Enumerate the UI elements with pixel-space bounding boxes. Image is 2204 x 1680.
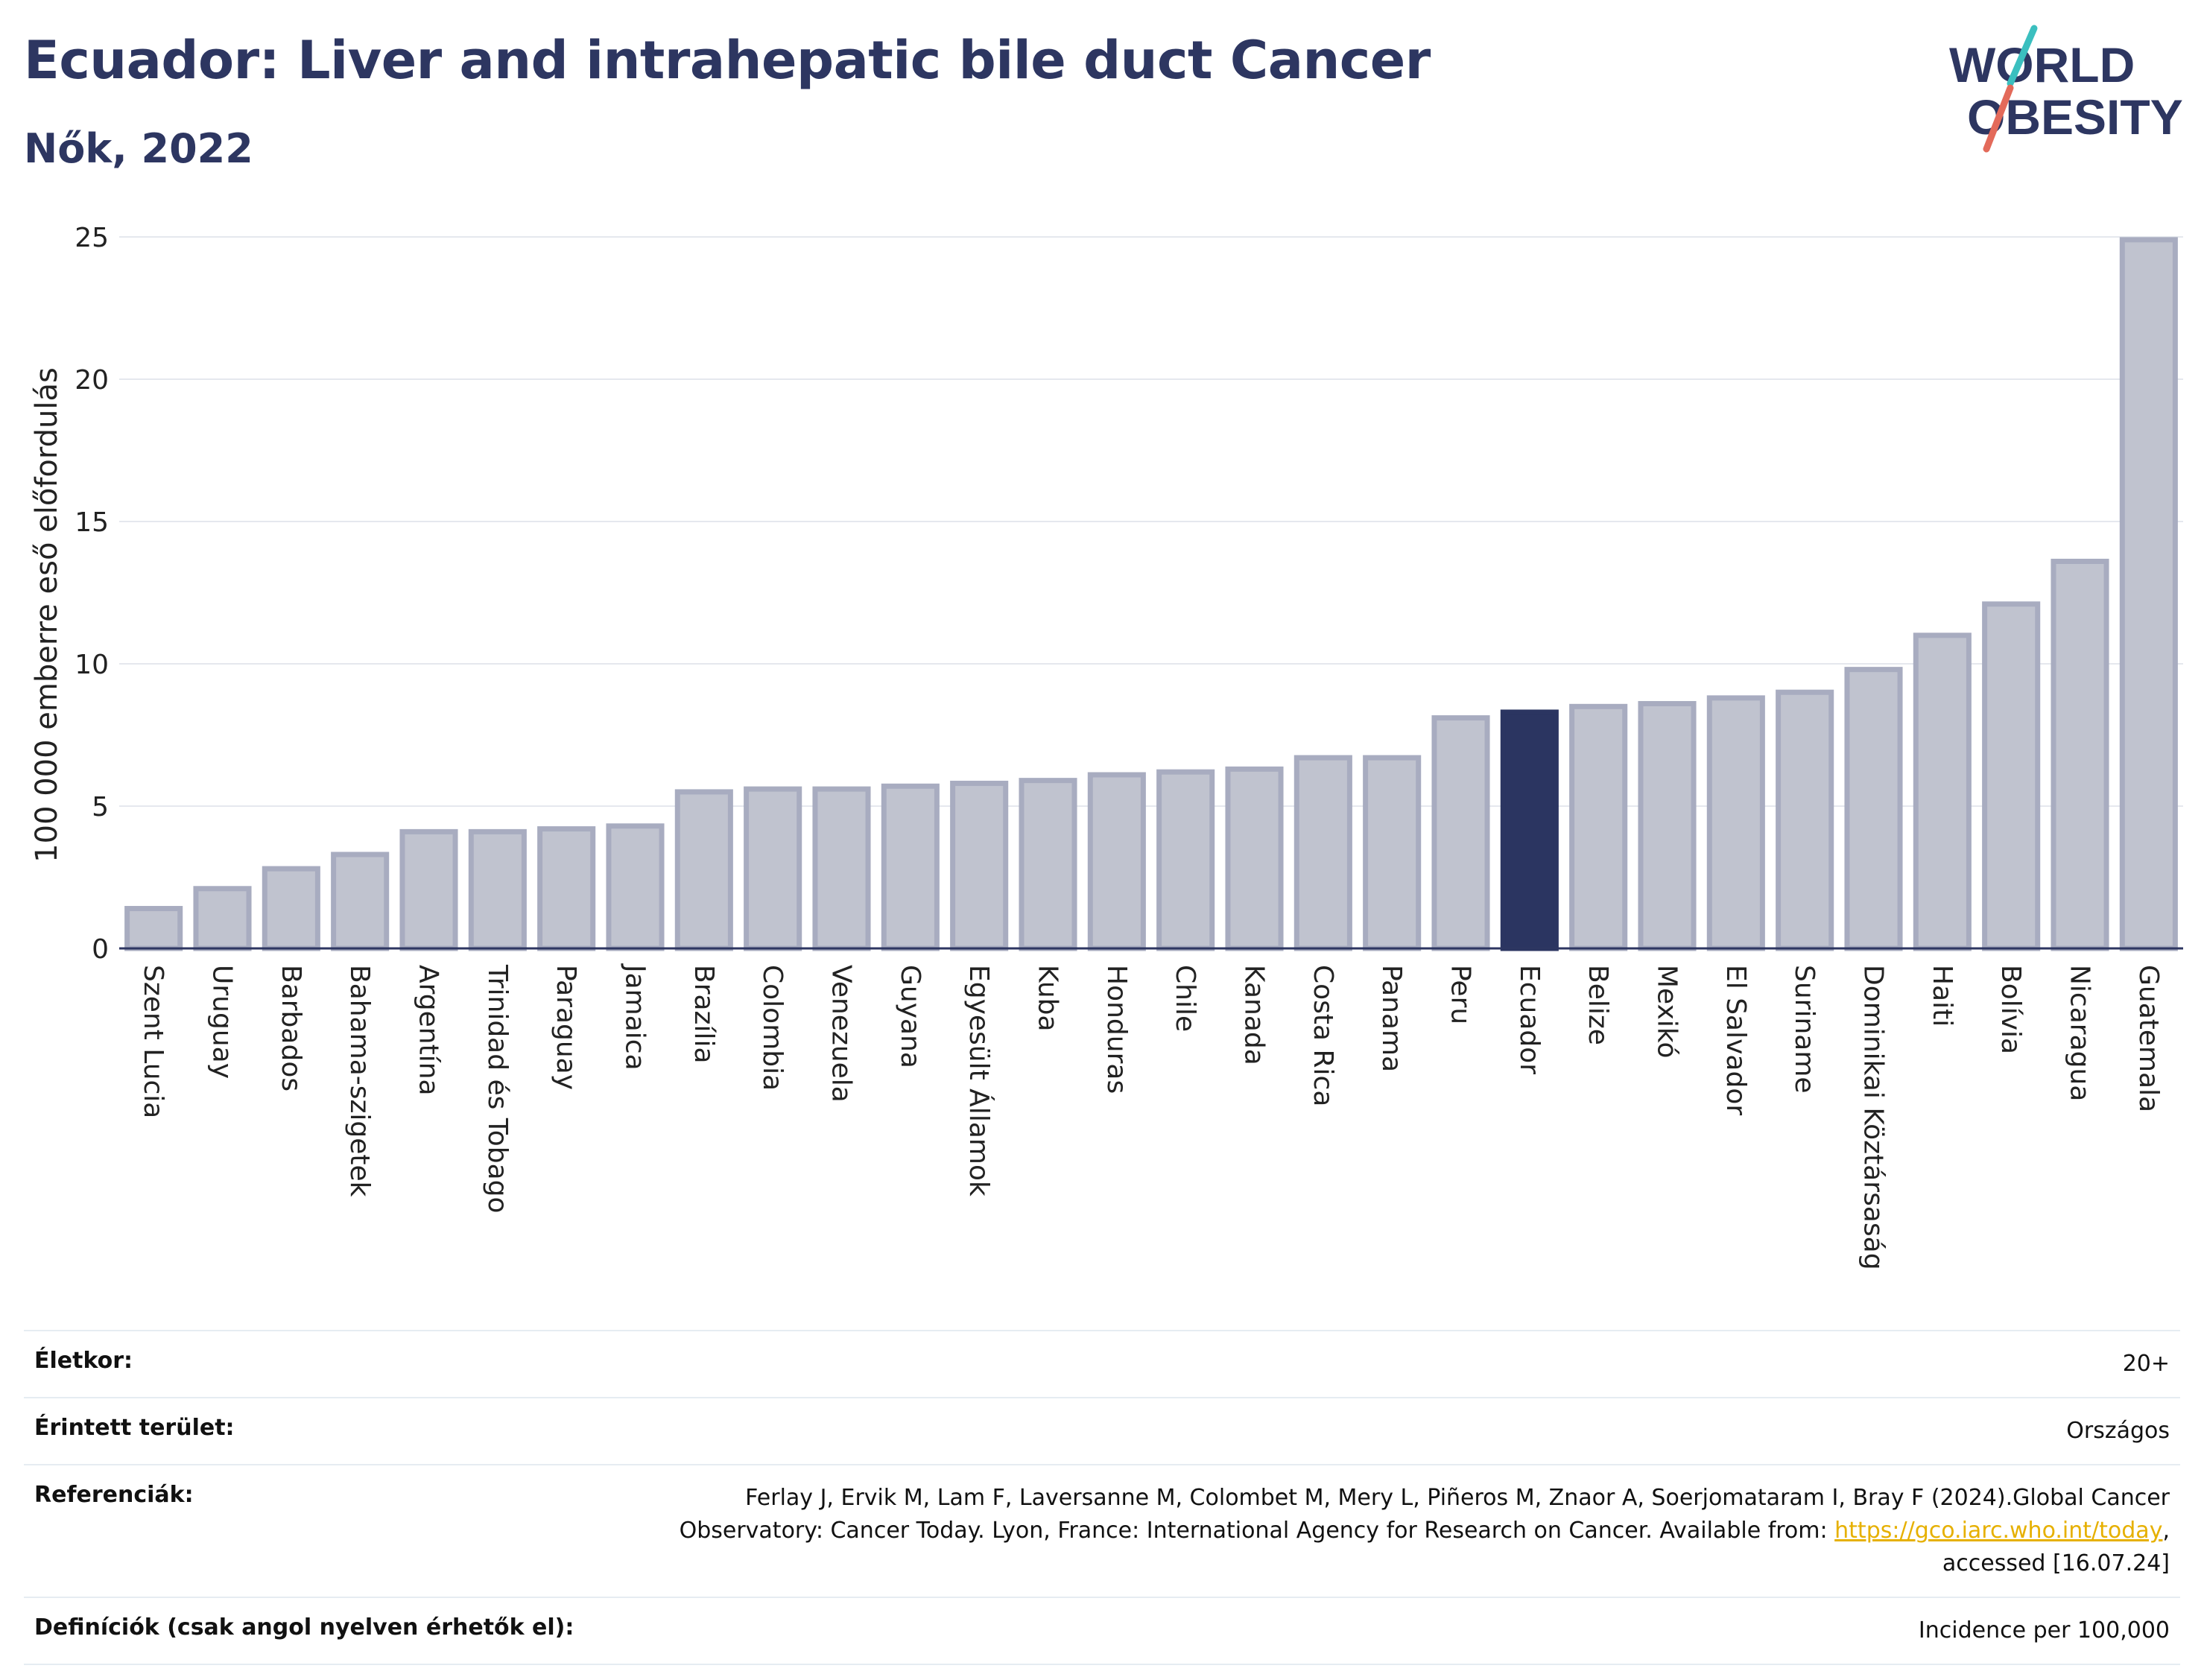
bar-belize: [1569, 703, 1628, 951]
x-tick-label: Chile: [1170, 965, 1200, 1032]
bar-peru: [1431, 715, 1490, 951]
bar-trinidad-és-tobago: [468, 828, 527, 951]
bar-chart: 0 5 10 15 20 25 Szent Lucia Uruguay Barbados Baha…: [30, 223, 2183, 1270]
bar-kanada: [1225, 766, 1284, 951]
info-row-area: Érintett terület: Országos: [24, 1397, 2180, 1464]
info-table: Életkor: 20+ Érintett terület: Országos …: [24, 1330, 2180, 1665]
x-tick-label: Egyesült Államok: [963, 965, 995, 1196]
x-tick-label: Bolívia: [1995, 965, 2026, 1054]
bar-honduras: [1087, 772, 1146, 951]
x-tick-label: Trinidad és Tobago: [482, 964, 513, 1214]
definitions-value: Incidence per 100,000: [1918, 1617, 2170, 1643]
bar-barbados: [262, 866, 320, 951]
x-tick-label: Peru: [1445, 965, 1476, 1024]
axes: 0 5 10 15 20 25 Szent Lucia Uruguay Barbados Baha…: [75, 223, 2183, 1270]
x-tick-label: Guatemala: [2133, 965, 2164, 1112]
bar-uruguay: [193, 886, 252, 951]
x-tick-label: Brazília: [688, 965, 719, 1064]
logo-slash-coral: [1983, 84, 2014, 153]
bar-kuba: [1019, 778, 1077, 951]
bar-bahama-szigetek: [331, 852, 390, 951]
bar-argentína: [399, 828, 458, 951]
x-tick-label: Kuba: [1033, 965, 1063, 1032]
reference-line-2: Observatory: Cancer Today. Lyon, France:…: [679, 1518, 1835, 1544]
x-tick-label: Argentína: [414, 965, 444, 1096]
bar-szent-lucia: [124, 906, 183, 951]
bar-jamaica: [606, 823, 665, 951]
chart-title: Ecuador: Liver and intrahepatic bile duc…: [24, 30, 1431, 91]
bars: [124, 237, 2178, 951]
reference-link[interactable]: https://gco.iarc.who.int/today: [1834, 1518, 2163, 1544]
x-tick-label: Ecuador: [1514, 965, 1545, 1074]
y-tick-label: 20: [75, 365, 109, 396]
x-tick-label: Uruguay: [207, 965, 238, 1079]
bar-haiti: [1913, 633, 1972, 951]
bar-panama: [1363, 755, 1422, 951]
bar-egyesült-államok: [950, 780, 1009, 951]
reference-line-3: accessed [16.07.24]: [1942, 1550, 2170, 1576]
x-tick-label: Kanada: [1239, 965, 1270, 1065]
bar-dominikai-köztársaság: [1844, 667, 1903, 951]
chart-subtitle: Nők, 2022: [24, 125, 253, 172]
y-tick-label: 5: [92, 792, 109, 822]
bar-suriname: [1776, 689, 1834, 951]
bar-brazília: [674, 789, 733, 951]
y-tick-label: 15: [75, 507, 109, 538]
bar-costa-rica: [1293, 755, 1352, 951]
bar-ecuador: [1500, 709, 1559, 951]
age-value: 20+: [2122, 1351, 2170, 1377]
bar-chile: [1156, 769, 1215, 951]
bar-venezuela: [812, 786, 871, 951]
x-tick-label: Suriname: [1789, 965, 1820, 1094]
info-row-references: Referenciák: Ferlay J, Ervik M, Lam F, L…: [24, 1464, 2180, 1597]
logo-line1: WORLD: [1949, 37, 2135, 92]
x-tick-label: Dominikai Köztársaság: [1858, 965, 1889, 1270]
x-tick-label: Guyana: [895, 965, 925, 1068]
x-tick-label: Szent Lucia: [138, 965, 168, 1118]
x-tick-label: Costa Rica: [1308, 965, 1338, 1106]
bar-bolívia: [1982, 601, 2041, 951]
bar-guyana: [881, 783, 940, 951]
x-tick-label: Mexikó: [1652, 965, 1682, 1058]
bar-mexikó: [1638, 700, 1697, 951]
x-tick-label: Panama: [1376, 965, 1407, 1072]
bar-nicaragua: [2051, 558, 2109, 951]
grid-lines: [119, 236, 2183, 807]
x-tick-label: Paraguay: [551, 965, 581, 1090]
x-tick-label: Belize: [1583, 965, 1613, 1045]
y-tick-label: 0: [92, 934, 109, 965]
age-label: Életkor:: [34, 1348, 133, 1374]
x-tick-label: Haiti: [1927, 965, 1957, 1027]
bar-paraguay: [537, 826, 596, 951]
references-label: Referenciák:: [34, 1482, 194, 1508]
reference-line-2-end: ,: [2162, 1518, 2170, 1544]
x-tick-label: Colombia: [757, 965, 788, 1091]
definitions-label: Definíciók (csak angol nyelven érhetők e…: [34, 1614, 574, 1641]
x-tick-label: Honduras: [1101, 965, 1132, 1094]
bar-el-salvador: [1706, 695, 1765, 951]
references-value: Ferlay J, Ervik M, Lam F, Laversanne M, …: [680, 1482, 2170, 1580]
x-tick-label: Nicaragua: [2065, 965, 2095, 1101]
x-tick-label: Bahama-szigetek: [344, 965, 375, 1197]
bar-guatemala: [2119, 237, 2178, 951]
world-obesity-logo: WORLD OBESITY: [1949, 25, 2183, 153]
area-value: Országos: [2066, 1418, 2170, 1444]
area-label: Érintett terület:: [34, 1415, 235, 1441]
x-tick-label: El Salvador: [1720, 965, 1751, 1115]
reference-line-1: Ferlay J, Ervik M, Lam F, Laversanne M, …: [745, 1485, 2170, 1511]
logo-slash-teal: [2007, 25, 2038, 87]
info-row-definitions: Definíciók (csak angol nyelven érhetők e…: [24, 1597, 2180, 1665]
y-tick-label: 25: [75, 223, 109, 253]
info-row-age: Életkor: 20+: [24, 1330, 2180, 1397]
bar-colombia: [744, 786, 802, 951]
y-axis-label: 100 000 emberre eső előfordulás: [30, 367, 64, 863]
x-tick-label: Venezuela: [826, 965, 857, 1103]
y-tick-label: 10: [75, 650, 109, 680]
x-tick-label: Jamaica: [620, 963, 650, 1071]
x-tick-label: Barbados: [276, 965, 306, 1091]
